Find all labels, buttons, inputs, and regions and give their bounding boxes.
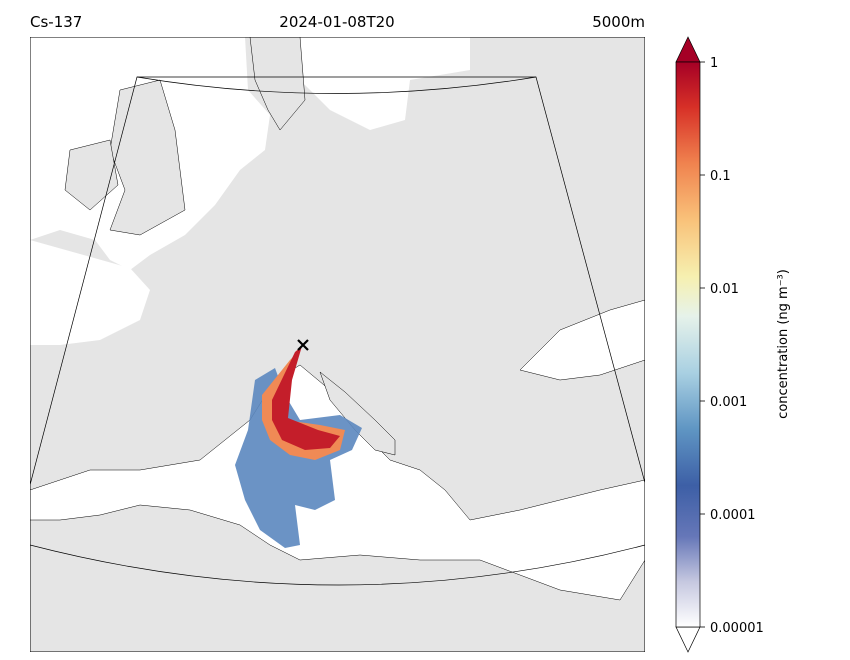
colorbar	[675, 36, 701, 653]
colorbar-tick-label: 0.1	[710, 169, 731, 184]
height-label: 5000m	[592, 13, 645, 31]
colorbar-extend-min	[675, 626, 701, 653]
colorbar-extend-max	[675, 36, 701, 63]
colorbar-tick-label: 0.001	[710, 395, 747, 410]
time-label: 2024-01-08T20	[279, 13, 394, 31]
colorbar-tick-label: 0.01	[710, 282, 739, 297]
map	[30, 37, 645, 652]
colorbar-tick-label: 0.00001	[710, 621, 764, 636]
colorbar-body	[675, 61, 701, 628]
colorbar-label: concentration (ng m⁻³)	[776, 269, 791, 419]
species-label: Cs-137	[30, 13, 82, 31]
colorbar-tick-label: 1	[710, 56, 718, 71]
colorbar-tick-label: 0.0001	[710, 508, 756, 523]
